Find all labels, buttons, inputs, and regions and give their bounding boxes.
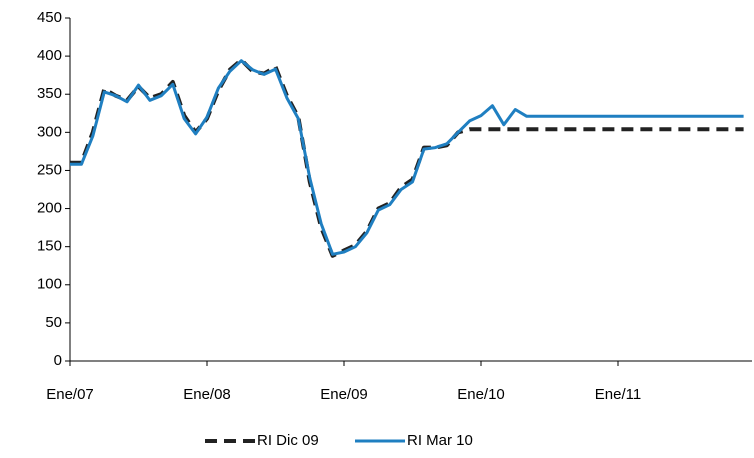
series-line	[70, 57, 744, 258]
y-tick-label: 350	[37, 85, 62, 102]
x-tick-label: Ene/09	[320, 386, 368, 403]
x-tick-label: Ene/10	[457, 386, 505, 403]
y-tick-label: 100	[37, 276, 62, 293]
x-tick-label: Ene/11	[595, 386, 641, 403]
x-tick-label: Ene/07	[46, 386, 94, 403]
y-tick-label: 50	[45, 314, 62, 331]
y-tick-label: 150	[37, 238, 62, 255]
legend-label: RI Mar 10	[407, 432, 473, 449]
y-tick-label: 300	[37, 123, 62, 140]
y-tick-label: 0	[54, 352, 62, 369]
legend-label: RI Dic 09	[257, 432, 319, 449]
y-tick-label: 250	[37, 161, 62, 178]
y-tick-label: 400	[37, 47, 62, 64]
x-tick-label: Ene/08	[183, 386, 231, 403]
y-tick-label: 200	[37, 200, 62, 217]
series-line	[70, 59, 744, 256]
y-tick-label: 450	[37, 9, 62, 26]
